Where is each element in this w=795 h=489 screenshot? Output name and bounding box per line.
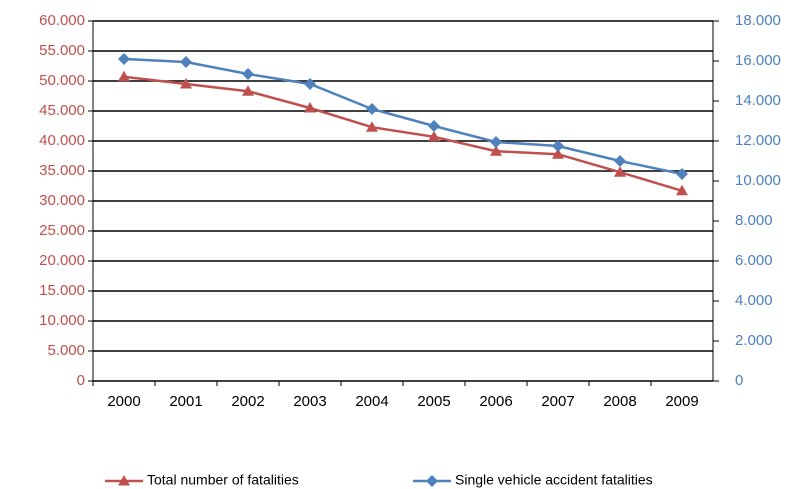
data-point <box>366 103 378 115</box>
y-tick-label: 40.000 <box>39 132 85 149</box>
legend-marker <box>426 475 438 487</box>
legend-label: Total number of fatalities <box>147 472 299 488</box>
series-line <box>123 57 683 176</box>
data-point <box>428 120 440 132</box>
data-point <box>366 121 378 132</box>
data-point <box>428 130 440 142</box>
data-point <box>180 56 192 68</box>
x-tick-label: 2005 <box>417 393 450 410</box>
legend-label: Single vehicle accident fatalities <box>455 472 653 488</box>
x-tick-label: 2009 <box>665 393 698 410</box>
data-point <box>304 78 316 90</box>
y2-tick-label: 2.000 <box>735 332 773 349</box>
x-tick-label: 2000 <box>107 393 140 410</box>
y2-tick-label: 4.000 <box>735 292 773 309</box>
data-point <box>552 148 564 159</box>
y2-tick-label: 16.000 <box>735 52 781 69</box>
y2-tick-label: 10.000 <box>735 172 781 189</box>
y-tick-label: 10.000 <box>39 312 85 329</box>
y2-tick-label: 6.000 <box>735 252 773 269</box>
data-point <box>552 140 564 152</box>
data-point <box>676 184 688 196</box>
data-point <box>614 166 626 177</box>
x-tick-label: 2002 <box>231 393 264 410</box>
y2-tick-label: 18.000 <box>735 12 781 29</box>
y-tick-label: 30.000 <box>39 192 85 209</box>
y-tick-label: 60.000 <box>39 12 85 29</box>
y-tick-label: 5.000 <box>47 342 85 359</box>
series-line <box>123 75 683 192</box>
data-point <box>242 68 254 80</box>
x-tick-label: 2004 <box>355 393 388 410</box>
y-tick-label: 20.000 <box>39 252 85 269</box>
data-point <box>242 85 254 96</box>
data-point <box>180 78 192 89</box>
y-tick-label: 45.000 <box>39 102 85 119</box>
x-tick-label: 2003 <box>293 393 326 410</box>
data-point <box>614 155 626 167</box>
y-tick-label: 0 <box>77 372 85 389</box>
data-point <box>118 70 130 82</box>
y2-tick-label: 8.000 <box>735 212 773 229</box>
data-point <box>490 145 502 156</box>
x-tick-label: 2008 <box>603 393 636 410</box>
data-point <box>490 136 502 148</box>
y2-tick-label: 12.000 <box>735 132 781 149</box>
y2-tick-label: 14.000 <box>735 92 781 109</box>
y2-tick-label: 0 <box>735 372 743 389</box>
data-point <box>118 53 130 65</box>
data-point <box>304 102 316 113</box>
y-tick-label: 55.000 <box>39 42 85 59</box>
x-tick-label: 2007 <box>541 393 574 410</box>
y-tick-label: 25.000 <box>39 222 85 239</box>
y-tick-label: 15.000 <box>39 282 85 299</box>
y-tick-label: 50.000 <box>39 72 85 89</box>
legend-marker <box>118 475 130 486</box>
y-tick-label: 35.000 <box>39 162 85 179</box>
x-tick-label: 2006 <box>479 393 512 410</box>
x-tick-label: 2001 <box>169 393 202 410</box>
data-point <box>676 168 688 180</box>
